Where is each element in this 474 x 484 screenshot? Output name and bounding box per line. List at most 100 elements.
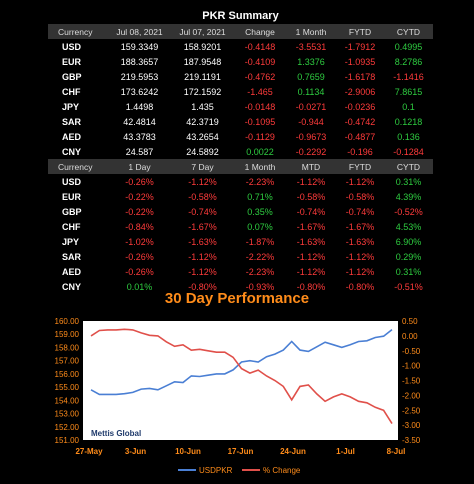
cell-value: 0.07% (247, 221, 273, 232)
cell-value: -1.1416 (393, 71, 424, 82)
table-header: Currency 1 Day 7 Day 1 Month MTD FYTD CY… (48, 159, 433, 174)
cell-value: -0.22% (125, 206, 154, 217)
cell-value: -0.58% (345, 191, 375, 202)
y-left-tick-label: 152.00 (55, 423, 80, 432)
cell-value: -0.4762 (244, 71, 276, 82)
cell-value: 42.4814 (123, 116, 156, 127)
cell-value: -2.23% (245, 266, 275, 277)
header-currency: Currency (48, 24, 108, 39)
header-col: 7 Day (171, 159, 234, 174)
cell-value: -1.12% (345, 266, 375, 277)
header-col: MTD (286, 159, 336, 174)
y-right-tick-label: -2.50 (402, 406, 421, 415)
series-line-usdpkr (90, 328, 393, 396)
cell-value: -1.12% (296, 176, 326, 187)
header-col: 1 Month (234, 159, 286, 174)
cell-value: -0.4148 (244, 41, 276, 52)
cell-value: -0.2292 (295, 146, 327, 157)
cell-value: -0.51% (394, 281, 423, 292)
cell-value: -0.26% (125, 176, 154, 187)
currency-code: CNY (62, 146, 82, 157)
cell-value: 173.6242 (120, 86, 159, 97)
x-tick-label: 27-May (75, 447, 103, 456)
cell-value: 4.53% (395, 221, 422, 232)
cell-value: -1.12% (188, 266, 217, 277)
currency-code: EUR (62, 56, 82, 67)
cell-value: -1.63% (296, 236, 326, 247)
cell-value: 219.5953 (120, 71, 159, 82)
cell-value: -1.6178 (344, 71, 376, 82)
table-row: USD -0.26% -1.12% -2.23% -1.12% -1.12% 0.31% (48, 174, 433, 189)
legend-label-usdpkr: USDPKR (199, 466, 233, 475)
cell-value: -0.80% (345, 281, 375, 292)
cell-value: -1.12% (296, 266, 326, 277)
cell-value: 187.9548 (183, 56, 222, 67)
cell-value: -0.74% (188, 206, 217, 217)
cell-value: 42.3719 (186, 116, 219, 127)
summary-table-percent: Currency 1 Day 7 Day 1 Month MTD FYTD CY… (48, 159, 433, 294)
table-row: EUR 188.3657 187.9548 -0.4109 1.3376 -1.0935 8… (48, 54, 433, 69)
table-row: AED -0.26% -1.12% -2.23% -1.12% -1.12% 0.31% (48, 264, 433, 279)
cell-value: -0.944 (298, 116, 324, 127)
cell-value: -0.26% (125, 266, 154, 277)
header-col: 1 Month (286, 24, 336, 39)
table-row: JPY 1.4498 1.435 -0.0148 -0.0271 -0.0236 0.1 (48, 99, 433, 114)
cell-value: 0.1134 (297, 86, 325, 97)
table-row: SAR -0.26% -1.12% -2.22% -1.12% -1.12% 0.29% (48, 249, 433, 264)
cell-value: -0.0271 (295, 101, 327, 112)
cell-value: 0.0022 (246, 146, 274, 157)
x-tick-label: 24-Jun (280, 447, 306, 456)
y-left-tick-label: 153.00 (55, 410, 80, 419)
cell-value: -0.4877 (344, 131, 376, 142)
header-col: Change (234, 24, 286, 39)
cell-value: -1.63% (345, 236, 375, 247)
currency-code: JPY (62, 101, 80, 112)
cell-value: -0.74% (296, 206, 326, 217)
series-line-percent-change (90, 328, 393, 425)
header-col: FYTD (336, 159, 384, 174)
cell-value: 0.71% (247, 191, 273, 202)
header-col: Jul 08, 2021 (108, 24, 171, 39)
y-right-tick-label: -3.50 (402, 436, 421, 445)
cell-value: 0.29% (395, 251, 422, 262)
cell-value: -1.12% (188, 251, 217, 262)
table-row: CHF 173.6242 172.1592 -1.465 0.1134 -2.9006 7.… (48, 84, 433, 99)
y-left-tick-label: 154.00 (55, 396, 80, 405)
cell-value: -2.22% (245, 251, 275, 262)
currency-code: GBP (62, 206, 82, 217)
cell-value: -0.9673 (295, 131, 327, 142)
cell-value: 7.8615 (394, 86, 423, 97)
cell-value: -0.58% (188, 191, 217, 202)
cell-value: 4.39% (395, 191, 422, 202)
cell-value: -0.84% (125, 221, 154, 232)
legend-label-percent-change: % Change (263, 466, 301, 475)
cell-value: 0.7659 (297, 71, 325, 82)
cell-value: -3.5531 (295, 41, 327, 52)
cell-value: 43.3783 (123, 131, 156, 142)
currency-code: GBP (62, 71, 82, 82)
x-tick-label: 10-Jun (175, 447, 201, 456)
y-right-tick-label: 0.00 (402, 332, 418, 341)
cell-value: 24.5892 (186, 146, 219, 157)
cell-value: -0.1129 (245, 131, 275, 142)
currency-code: CNY (62, 281, 82, 292)
y-right-tick-label: -0.50 (402, 347, 421, 356)
cell-value: 0.35% (247, 206, 273, 217)
y-left-tick-label: 157.00 (55, 357, 80, 366)
x-tick-label: 17-Jun (228, 447, 254, 456)
table-row: JPY -1.02% -1.63% -1.87% -1.63% -1.63% 6.90% (48, 234, 433, 249)
currency-code: AED (62, 266, 82, 277)
cell-value: 8.2786 (394, 56, 423, 67)
y-right-tick-label: 0.50 (402, 317, 418, 326)
cell-value: 6.90% (395, 236, 422, 247)
currency-code: JPY (62, 236, 80, 247)
cell-value: -1.12% (296, 251, 326, 262)
cell-value: -0.80% (296, 281, 326, 292)
cell-value: -0.52% (394, 206, 423, 217)
y-right-tick-label: -1.00 (402, 362, 421, 371)
y-right-tick-label: -1.50 (402, 377, 421, 386)
cell-value: 219.1191 (184, 71, 221, 82)
cell-value: -1.67% (188, 221, 217, 232)
y-left-tick-label: 159.00 (55, 330, 80, 339)
